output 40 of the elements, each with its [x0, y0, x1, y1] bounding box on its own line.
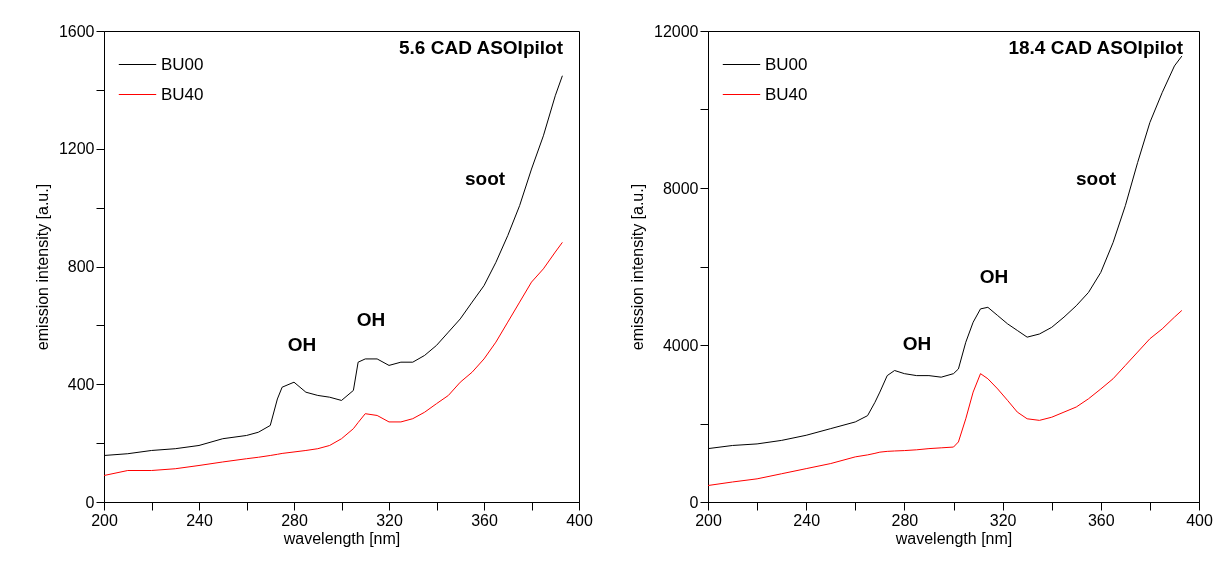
y-tick-label: 0: [689, 493, 699, 511]
x-tick-label: 400: [1186, 511, 1213, 529]
chart-title: 5.6 CAD ASOIpilot: [399, 37, 564, 58]
legend-label: BU40: [765, 84, 808, 104]
y-axis-title: emission intensity [a.u.]: [629, 183, 647, 351]
y-tick-label: 400: [67, 375, 95, 393]
x-tick-label: 240: [793, 511, 821, 529]
annotation: OH: [356, 309, 386, 330]
x-tick-label: 360: [1087, 511, 1115, 529]
annotation: OH: [287, 334, 317, 355]
x-axis-title: wavelength [nm]: [282, 529, 401, 547]
x-tick-label: 280: [281, 511, 308, 529]
x-tick-label: 320: [376, 511, 403, 529]
y-axis-title: emission intensity [a.u.]: [33, 183, 51, 351]
x-tick-label: 200: [695, 511, 722, 529]
legend-label: BU40: [161, 84, 204, 104]
line-series: [104, 241, 563, 477]
line-series: [104, 75, 563, 456]
y-tick-label: 12000: [654, 22, 699, 40]
line-series: [708, 309, 1183, 487]
x-tick-label: 280: [891, 511, 919, 529]
y-tick-label: 1200: [58, 140, 95, 158]
x-tick-label: 400: [566, 511, 593, 529]
annotation: OH: [902, 333, 932, 354]
x-axis-title: wavelength [nm]: [894, 529, 1013, 547]
y-tick-label: 800: [67, 258, 95, 275]
x-tick-label: 200: [91, 511, 118, 529]
annotation: soot: [464, 168, 506, 189]
legend-label: BU00: [161, 54, 204, 74]
y-tick-label: 4000: [662, 336, 699, 354]
y-tick-label: 0: [85, 493, 95, 511]
x-tick-label: 360: [471, 511, 498, 529]
x-tick-label: 240: [186, 511, 213, 529]
annotation: OH: [979, 266, 1009, 287]
legend-label: BU00: [765, 54, 808, 74]
y-tick-label: 8000: [662, 179, 699, 197]
annotation: soot: [1075, 168, 1117, 189]
y-tick-label: 1600: [58, 22, 95, 40]
x-tick-label: 320: [989, 511, 1017, 529]
chart-title: 18.4 CAD ASOIpilot: [1008, 37, 1184, 58]
